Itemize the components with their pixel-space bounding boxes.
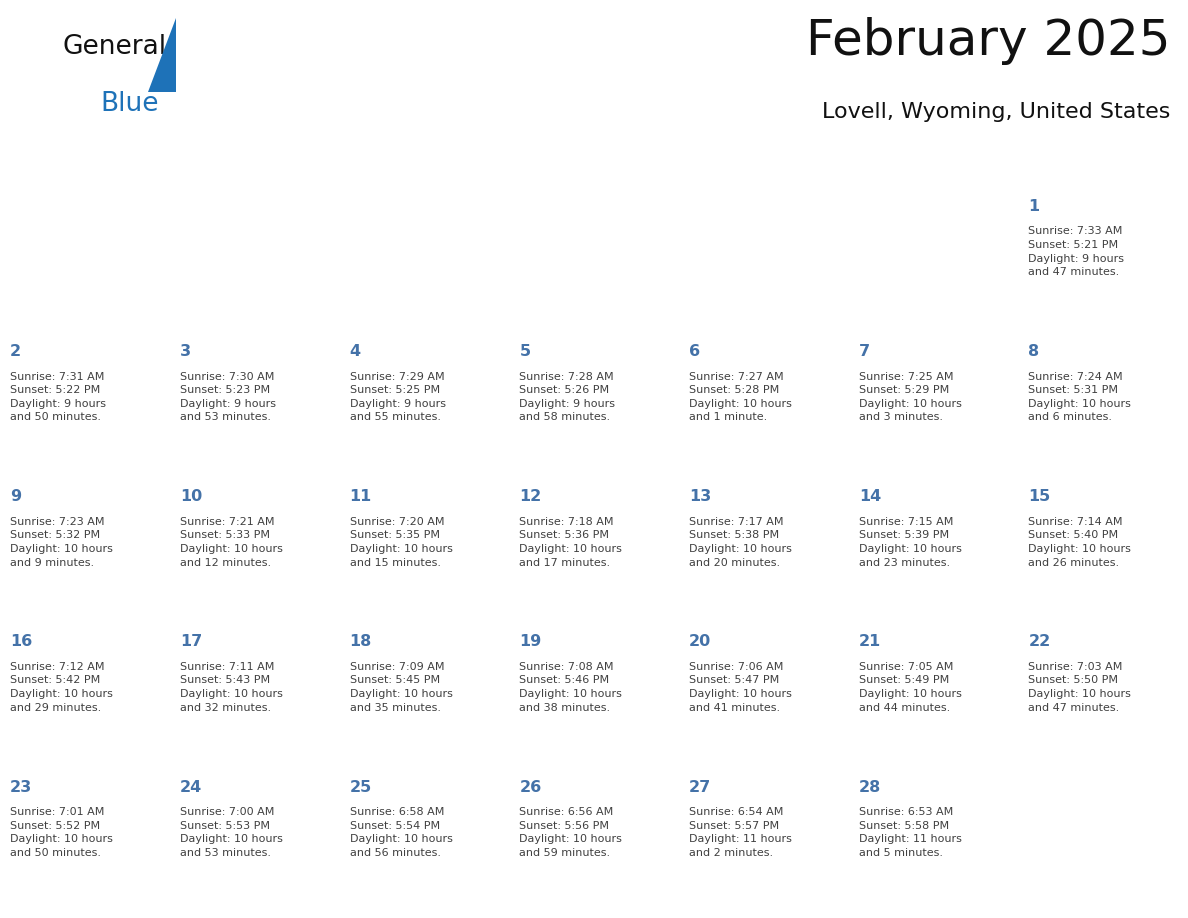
Text: Wednesday: Wednesday [522,162,628,180]
Text: Sunday: Sunday [12,162,81,180]
Text: 11: 11 [349,489,372,504]
Text: 22: 22 [1029,634,1050,649]
Text: Sunrise: 7:24 AM
Sunset: 5:31 PM
Daylight: 10 hours
and 6 minutes.: Sunrise: 7:24 AM Sunset: 5:31 PM Dayligh… [1029,372,1131,422]
Text: Lovell, Wyoming, United States: Lovell, Wyoming, United States [822,103,1170,122]
Text: Sunrise: 7:21 AM
Sunset: 5:33 PM
Daylight: 10 hours
and 12 minutes.: Sunrise: 7:21 AM Sunset: 5:33 PM Dayligh… [179,517,283,567]
Text: 24: 24 [179,779,202,794]
Text: 26: 26 [519,779,542,794]
Text: 1: 1 [1029,198,1040,214]
Text: 6: 6 [689,344,700,359]
Text: Thursday: Thursday [690,162,777,180]
Text: 20: 20 [689,634,712,649]
Text: Sunrise: 7:25 AM
Sunset: 5:29 PM
Daylight: 10 hours
and 3 minutes.: Sunrise: 7:25 AM Sunset: 5:29 PM Dayligh… [859,372,961,422]
Text: Sunrise: 7:18 AM
Sunset: 5:36 PM
Daylight: 10 hours
and 17 minutes.: Sunrise: 7:18 AM Sunset: 5:36 PM Dayligh… [519,517,623,567]
Text: 8: 8 [1029,344,1040,359]
Text: Sunrise: 7:30 AM
Sunset: 5:23 PM
Daylight: 9 hours
and 53 minutes.: Sunrise: 7:30 AM Sunset: 5:23 PM Dayligh… [179,372,276,422]
Text: 9: 9 [11,489,21,504]
Text: 2: 2 [11,344,21,359]
Text: 25: 25 [349,779,372,794]
Text: General: General [62,34,166,61]
Text: 14: 14 [859,489,881,504]
Text: 12: 12 [519,489,542,504]
Text: 28: 28 [859,779,881,794]
Text: Sunrise: 7:33 AM
Sunset: 5:21 PM
Daylight: 9 hours
and 47 minutes.: Sunrise: 7:33 AM Sunset: 5:21 PM Dayligh… [1029,227,1125,277]
Polygon shape [148,17,176,92]
Text: 4: 4 [349,344,361,359]
Text: 5: 5 [519,344,531,359]
Text: Sunrise: 6:58 AM
Sunset: 5:54 PM
Daylight: 10 hours
and 56 minutes.: Sunrise: 6:58 AM Sunset: 5:54 PM Dayligh… [349,807,453,858]
Text: Sunrise: 6:53 AM
Sunset: 5:58 PM
Daylight: 11 hours
and 5 minutes.: Sunrise: 6:53 AM Sunset: 5:58 PM Dayligh… [859,807,961,858]
Text: 17: 17 [179,634,202,649]
Text: Sunrise: 7:20 AM
Sunset: 5:35 PM
Daylight: 10 hours
and 15 minutes.: Sunrise: 7:20 AM Sunset: 5:35 PM Dayligh… [349,517,453,567]
Text: February 2025: February 2025 [805,17,1170,65]
Text: Sunrise: 7:27 AM
Sunset: 5:28 PM
Daylight: 10 hours
and 1 minute.: Sunrise: 7:27 AM Sunset: 5:28 PM Dayligh… [689,372,792,422]
Text: 27: 27 [689,779,712,794]
Text: Sunrise: 7:31 AM
Sunset: 5:22 PM
Daylight: 9 hours
and 50 minutes.: Sunrise: 7:31 AM Sunset: 5:22 PM Dayligh… [11,372,106,422]
Text: Sunrise: 6:56 AM
Sunset: 5:56 PM
Daylight: 10 hours
and 59 minutes.: Sunrise: 6:56 AM Sunset: 5:56 PM Dayligh… [519,807,623,858]
Text: Sunrise: 7:09 AM
Sunset: 5:45 PM
Daylight: 10 hours
and 35 minutes.: Sunrise: 7:09 AM Sunset: 5:45 PM Dayligh… [349,662,453,712]
Text: Sunrise: 7:01 AM
Sunset: 5:52 PM
Daylight: 10 hours
and 50 minutes.: Sunrise: 7:01 AM Sunset: 5:52 PM Dayligh… [11,807,113,858]
Text: Sunrise: 6:54 AM
Sunset: 5:57 PM
Daylight: 11 hours
and 2 minutes.: Sunrise: 6:54 AM Sunset: 5:57 PM Dayligh… [689,807,792,858]
Text: Sunrise: 7:17 AM
Sunset: 5:38 PM
Daylight: 10 hours
and 20 minutes.: Sunrise: 7:17 AM Sunset: 5:38 PM Dayligh… [689,517,792,567]
Text: Sunrise: 7:12 AM
Sunset: 5:42 PM
Daylight: 10 hours
and 29 minutes.: Sunrise: 7:12 AM Sunset: 5:42 PM Dayligh… [11,662,113,712]
Text: Sunrise: 7:15 AM
Sunset: 5:39 PM
Daylight: 10 hours
and 23 minutes.: Sunrise: 7:15 AM Sunset: 5:39 PM Dayligh… [859,517,961,567]
Text: Friday: Friday [860,162,918,180]
Text: 23: 23 [11,779,32,794]
Text: 7: 7 [859,344,870,359]
Text: Tuesday: Tuesday [352,162,428,180]
Text: 3: 3 [179,344,191,359]
Text: Sunrise: 7:23 AM
Sunset: 5:32 PM
Daylight: 10 hours
and 9 minutes.: Sunrise: 7:23 AM Sunset: 5:32 PM Dayligh… [11,517,113,567]
Text: Sunrise: 7:08 AM
Sunset: 5:46 PM
Daylight: 10 hours
and 38 minutes.: Sunrise: 7:08 AM Sunset: 5:46 PM Dayligh… [519,662,623,712]
Text: Sunrise: 7:03 AM
Sunset: 5:50 PM
Daylight: 10 hours
and 47 minutes.: Sunrise: 7:03 AM Sunset: 5:50 PM Dayligh… [1029,662,1131,712]
Text: 15: 15 [1029,489,1050,504]
Text: 21: 21 [859,634,881,649]
Text: 13: 13 [689,489,712,504]
Text: Sunrise: 7:05 AM
Sunset: 5:49 PM
Daylight: 10 hours
and 44 minutes.: Sunrise: 7:05 AM Sunset: 5:49 PM Dayligh… [859,662,961,712]
Text: Sunrise: 7:28 AM
Sunset: 5:26 PM
Daylight: 9 hours
and 58 minutes.: Sunrise: 7:28 AM Sunset: 5:26 PM Dayligh… [519,372,615,422]
Text: Monday: Monday [182,162,254,180]
Text: 18: 18 [349,634,372,649]
Text: 10: 10 [179,489,202,504]
Text: Sunrise: 7:14 AM
Sunset: 5:40 PM
Daylight: 10 hours
and 26 minutes.: Sunrise: 7:14 AM Sunset: 5:40 PM Dayligh… [1029,517,1131,567]
Text: Sunrise: 7:06 AM
Sunset: 5:47 PM
Daylight: 10 hours
and 41 minutes.: Sunrise: 7:06 AM Sunset: 5:47 PM Dayligh… [689,662,792,712]
Text: 19: 19 [519,634,542,649]
Text: Saturday: Saturday [1030,162,1114,180]
Text: 16: 16 [11,634,32,649]
Text: Sunrise: 7:29 AM
Sunset: 5:25 PM
Daylight: 9 hours
and 55 minutes.: Sunrise: 7:29 AM Sunset: 5:25 PM Dayligh… [349,372,446,422]
Text: Sunrise: 7:11 AM
Sunset: 5:43 PM
Daylight: 10 hours
and 32 minutes.: Sunrise: 7:11 AM Sunset: 5:43 PM Dayligh… [179,662,283,712]
Text: Blue: Blue [100,91,158,117]
Text: Sunrise: 7:00 AM
Sunset: 5:53 PM
Daylight: 10 hours
and 53 minutes.: Sunrise: 7:00 AM Sunset: 5:53 PM Dayligh… [179,807,283,858]
